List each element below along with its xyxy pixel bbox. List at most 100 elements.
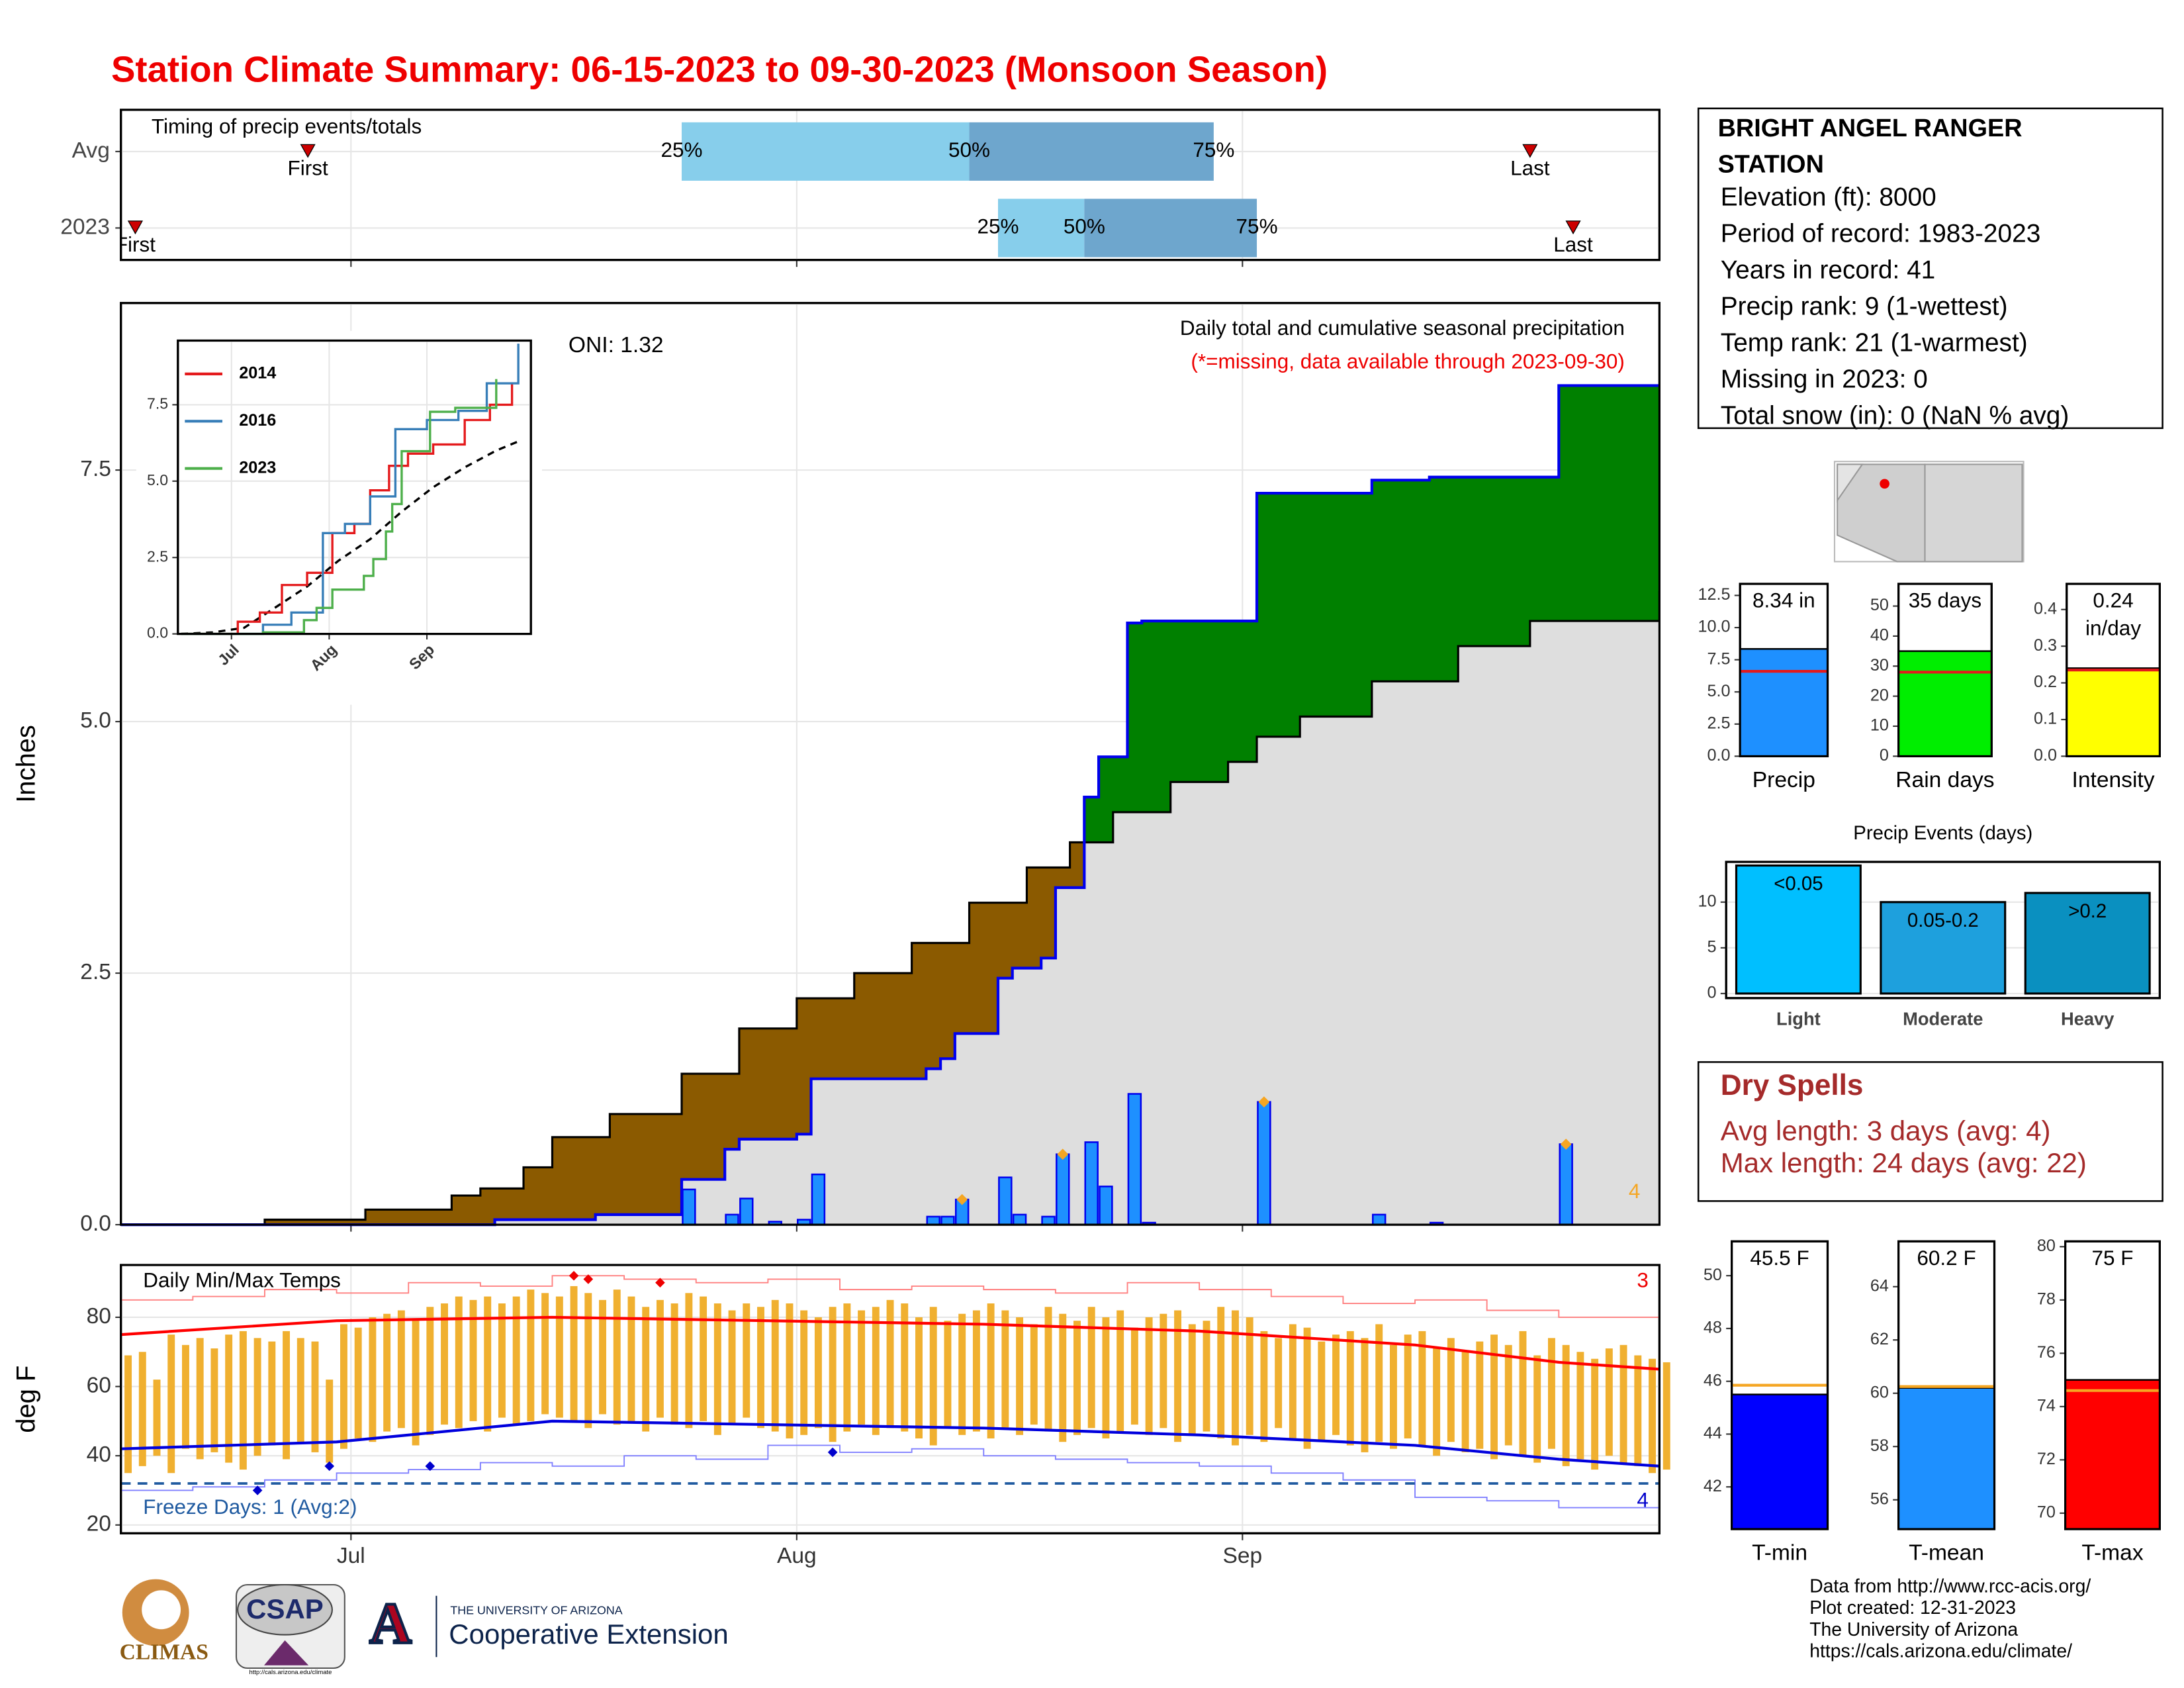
station-info: Precip rank: 9 (1-wettest) [1721, 293, 2008, 321]
gauge-bar [1739, 648, 1829, 757]
station-info: Elevation (ft): 8000 [1721, 183, 1936, 212]
y-tick-label: 80 [87, 1304, 111, 1329]
y-tick-label: 44 [1704, 1424, 1722, 1442]
station-info: Missing in 2023: 0 [1721, 365, 1928, 394]
gauge-value-label: 75 F [2091, 1247, 2133, 1271]
temp-range-bar [613, 1289, 621, 1425]
temp-range-bar [656, 1299, 664, 1418]
temp-range-bar [283, 1331, 291, 1460]
percentile-label: 50% [1064, 214, 1105, 238]
gauge-value-label-text: 60.2 F [1917, 1246, 1976, 1271]
footer-line: Data from http://www.rcc-acis.org/ [1809, 1576, 2091, 1597]
legend-label: 2016 [239, 411, 276, 430]
temp-range-bar [527, 1289, 535, 1421]
y-tick-label: Avg [72, 138, 110, 163]
y-tick-label: 0.3 [2034, 636, 2057, 655]
y-tick-label: 7.5 [80, 457, 111, 481]
temp-range-bar [1404, 1335, 1412, 1438]
temp-range-bar [1001, 1310, 1009, 1429]
temp-range-bar [412, 1321, 420, 1446]
temp-range-bar [1016, 1317, 1024, 1435]
map-state-az [1837, 463, 1926, 563]
station-info: Years in record: 41 [1721, 256, 1935, 285]
temp-range-bar [1203, 1321, 1210, 1432]
temp-range-bar [858, 1310, 866, 1425]
temp-range-bar [1174, 1310, 1182, 1442]
temp-range-bar [901, 1303, 909, 1432]
event-marker [1522, 144, 1538, 158]
temp-range-bar [1130, 1327, 1138, 1425]
map-state-nv [1837, 463, 1864, 503]
temp-range-bar [584, 1293, 592, 1429]
temp-range-bar [1246, 1317, 1253, 1435]
temp-range-bar [944, 1321, 952, 1429]
temp-range-bar [972, 1310, 980, 1432]
temp-range-bar [1260, 1331, 1268, 1442]
gauge-border [1739, 583, 1829, 757]
event-label: Last [1510, 156, 1550, 180]
y-tick-label: 5.0 [147, 471, 168, 489]
daily-bar [1372, 1213, 1387, 1226]
legend-label: 2023 [239, 458, 276, 477]
temp-range-bar [1390, 1344, 1397, 1449]
temp-range-bar [1303, 1327, 1311, 1449]
dry-spells-info: Max length: 24 days (avg: 22) [1721, 1147, 2087, 1178]
daily-bar [739, 1197, 754, 1226]
y-tick-label: 5.0 [1707, 682, 1730, 700]
temp-range-bar [1030, 1324, 1038, 1425]
temp-range-bar [843, 1303, 851, 1432]
quartile-band [997, 199, 1085, 258]
gauge-border [1897, 583, 1993, 757]
y-tick-label: 0 [1880, 746, 1889, 765]
station-info: Total snow (in): 0 (NaN % avg) [1721, 402, 2070, 430]
daily-bar [940, 1215, 955, 1226]
daily-bar [682, 1188, 696, 1226]
y-tick-label: 50 [1870, 596, 1889, 614]
footer-line: Plot created: 12-31-2023 [1809, 1597, 2016, 1618]
record-max-line [120, 1275, 1660, 1318]
y-tick-label: 0 [1707, 984, 1716, 1002]
new-record-low [827, 1447, 838, 1458]
gauge-border [1897, 1240, 1996, 1530]
dry-spells-title: Dry Spells [1721, 1069, 1864, 1102]
percentile-label: 25% [977, 214, 1019, 238]
temp-range-bar [1634, 1355, 1642, 1466]
y-tick-label: 62 [1870, 1330, 1889, 1348]
y-tick-label: 0.0 [80, 1211, 111, 1236]
temp-range-bar [555, 1296, 563, 1418]
y-tick-label: 60 [87, 1373, 111, 1397]
temp-range-bar [1649, 1358, 1656, 1474]
map-state-nm [1924, 463, 2023, 563]
events-title: Precip Events (days) [1853, 822, 2032, 844]
temp-range-bar [1145, 1317, 1153, 1435]
event-marker [127, 220, 144, 235]
gauge-label: T-max [2081, 1541, 2143, 1566]
temp-range-bar [627, 1296, 635, 1421]
temp-range-bar [1662, 1362, 1670, 1470]
temp-range-bar [1044, 1307, 1052, 1432]
event-bar [2024, 892, 2151, 995]
temp-range-bar [771, 1299, 779, 1432]
csap-url: http://cals.arizona.edu/climate [249, 1669, 332, 1676]
temp-range-bar [426, 1307, 434, 1435]
temp-range-bar [1217, 1307, 1225, 1438]
gauge-value-label: 60.2 F [1917, 1246, 1976, 1271]
y-tick-label: 0.0 [2034, 746, 2057, 765]
gauge-bar [2064, 1379, 2161, 1530]
record-high-count: 3 [1637, 1268, 1649, 1292]
station-location [1880, 479, 1889, 489]
timing-title: Timing of precip events/totals [152, 115, 422, 138]
gauge-bar [1897, 1387, 1995, 1530]
cumulative-line [120, 384, 1660, 1227]
event-bar [1735, 864, 1862, 995]
daily-bar [1012, 1213, 1027, 1226]
gauge-border [1731, 1240, 1829, 1530]
daily-bar [1099, 1186, 1113, 1226]
temp-range-bar [1418, 1331, 1426, 1446]
gauge-border [2066, 583, 2161, 757]
threshold-label: 0.05-0.2 [1907, 910, 1979, 931]
y-tick-label: 0.2 [2034, 673, 2057, 691]
percentile-label: 50% [948, 138, 990, 162]
temp-range-bar [1232, 1310, 1239, 1446]
y-tick-label: 2.5 [1707, 714, 1730, 732]
